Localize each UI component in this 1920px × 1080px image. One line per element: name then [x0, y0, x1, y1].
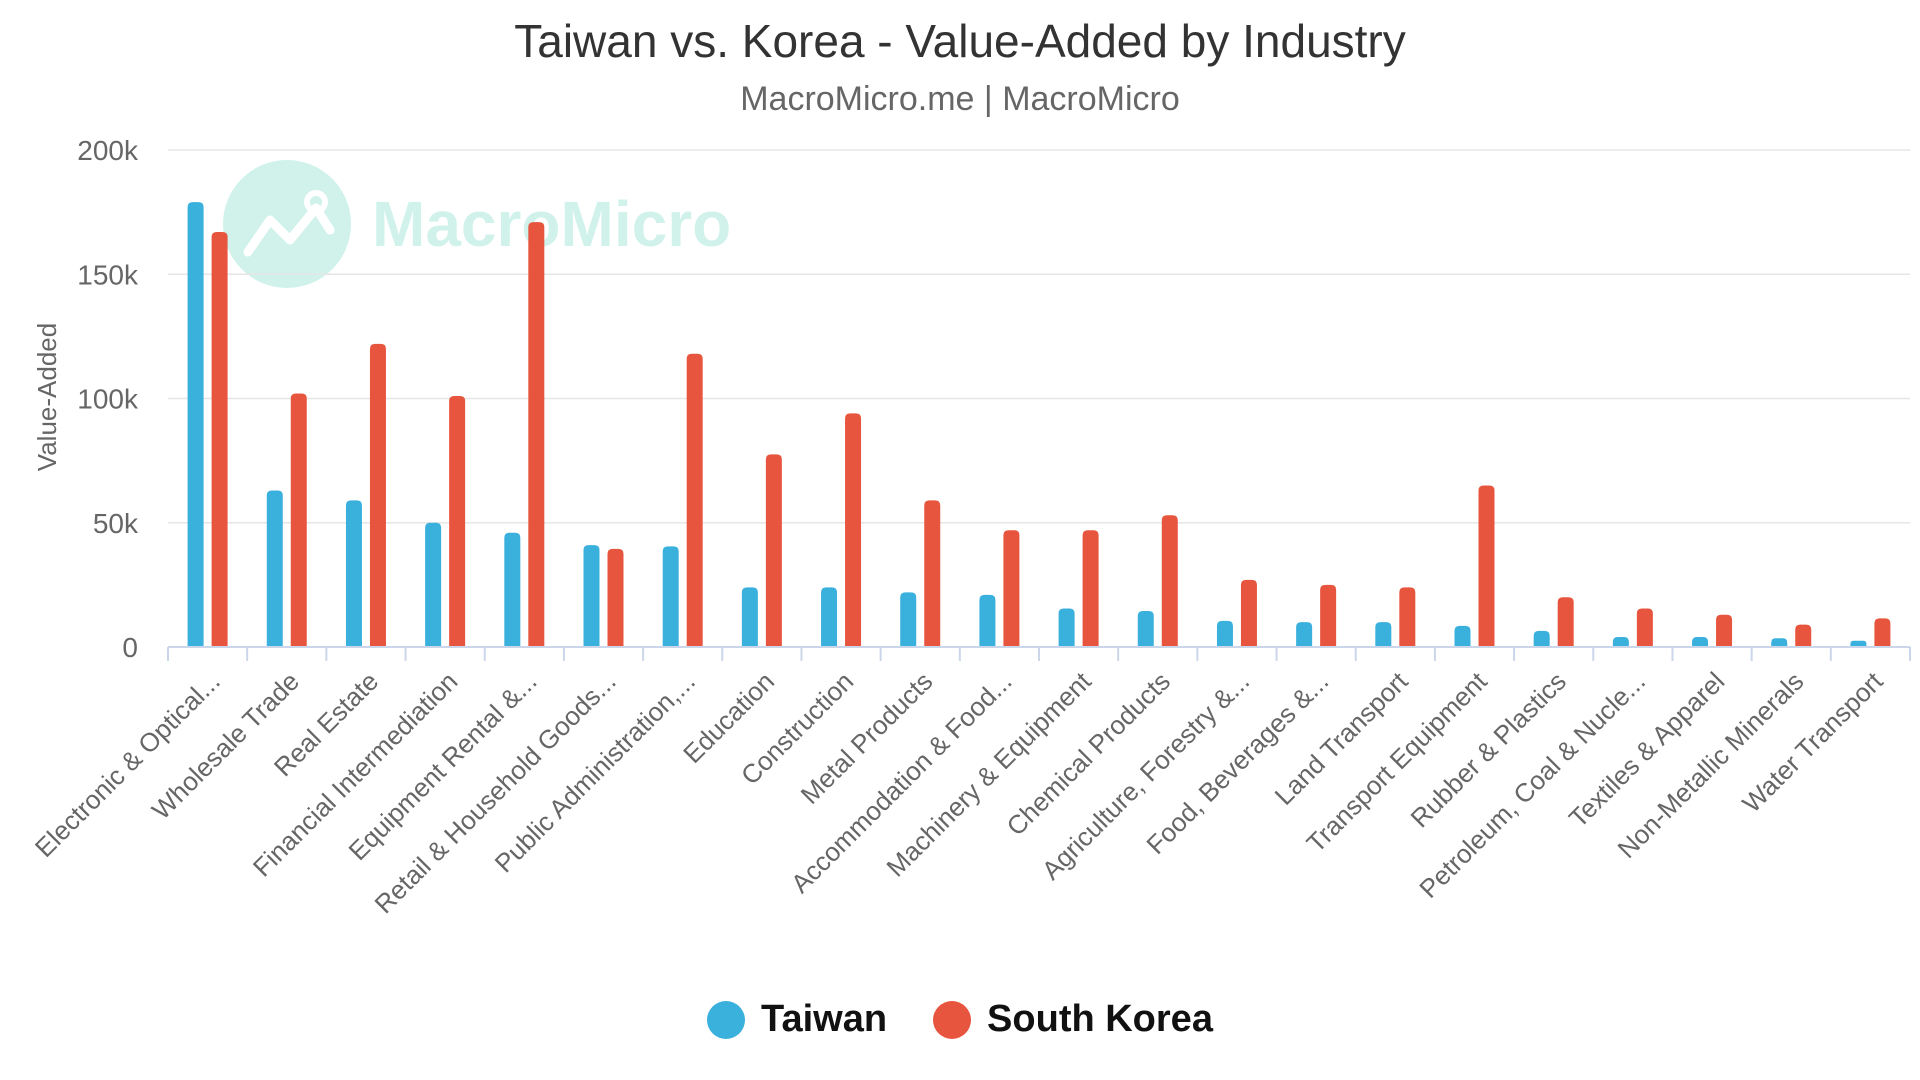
- bar-taiwan[interactable]: [662, 546, 679, 647]
- bar-taiwan[interactable]: [1612, 637, 1629, 647]
- bar-south-korea[interactable]: [1240, 579, 1257, 647]
- bar-south-korea[interactable]: [1320, 584, 1337, 647]
- bar-south-korea[interactable]: [607, 548, 624, 647]
- legend-item-south-korea[interactable]: South Korea: [933, 998, 1213, 1041]
- bar-taiwan[interactable]: [345, 500, 362, 647]
- y-tick-label: 50k: [93, 508, 139, 539]
- y-tick-label: 0: [122, 632, 138, 663]
- bar-taiwan[interactable]: [1692, 637, 1709, 647]
- watermark-dot-icon: [304, 190, 328, 214]
- bar-taiwan[interactable]: [1850, 640, 1867, 647]
- y-axis-title: Value-Added: [32, 323, 62, 471]
- bar-taiwan[interactable]: [1375, 622, 1392, 647]
- x-tick-label: Wholesale Trade: [146, 666, 305, 825]
- bar-south-korea[interactable]: [1082, 530, 1099, 647]
- bar-south-korea[interactable]: [1478, 485, 1495, 647]
- bar-south-korea[interactable]: [528, 222, 545, 647]
- bar-taiwan[interactable]: [425, 522, 442, 647]
- chart-subtitle: MacroMicro.me | MacroMicro: [740, 80, 1180, 118]
- bar-taiwan[interactable]: [1216, 620, 1233, 647]
- bar-south-korea[interactable]: [924, 500, 941, 647]
- bar-taiwan[interactable]: [741, 587, 758, 647]
- bar-taiwan[interactable]: [1771, 638, 1788, 647]
- bar-taiwan[interactable]: [583, 545, 600, 647]
- y-tick-label: 100k: [77, 384, 139, 415]
- bar-south-korea[interactable]: [686, 353, 703, 647]
- watermark-logo-circle: [223, 160, 351, 288]
- y-tick-label: 200k: [77, 135, 139, 166]
- bar-taiwan[interactable]: [1296, 622, 1313, 647]
- bar-south-korea[interactable]: [369, 343, 386, 647]
- chart-line-icon: [243, 203, 335, 257]
- legend: Taiwan South Korea: [0, 998, 1920, 1041]
- bar-south-korea[interactable]: [211, 232, 228, 647]
- bar-south-korea[interactable]: [1003, 530, 1020, 647]
- x-tick-label: Water Transport: [1736, 665, 1889, 818]
- x-tick-label: Land Transport: [1269, 665, 1414, 810]
- bar-south-korea[interactable]: [1874, 618, 1891, 647]
- bar-taiwan[interactable]: [1137, 610, 1154, 647]
- bar-south-korea[interactable]: [765, 454, 782, 647]
- watermark-text: MacroMicro: [372, 188, 731, 260]
- bar-south-korea[interactable]: [1161, 515, 1178, 647]
- bar-taiwan[interactable]: [979, 594, 996, 647]
- bar-south-korea[interactable]: [1795, 624, 1812, 647]
- legend-item-taiwan[interactable]: Taiwan: [707, 998, 887, 1041]
- bar-taiwan[interactable]: [1058, 608, 1075, 647]
- watermark-logo: MacroMicro: [223, 160, 731, 288]
- bar-south-korea[interactable]: [1716, 614, 1733, 647]
- bar-taiwan[interactable]: [1533, 630, 1550, 647]
- bar-taiwan[interactable]: [266, 490, 283, 647]
- legend-label: South Korea: [987, 998, 1213, 1040]
- bar-taiwan[interactable]: [821, 587, 838, 647]
- bar-taiwan[interactable]: [900, 592, 917, 647]
- bar-south-korea[interactable]: [1557, 597, 1574, 647]
- legend-label: Taiwan: [761, 998, 888, 1040]
- bar-taiwan[interactable]: [1454, 625, 1471, 647]
- bar-south-korea[interactable]: [845, 413, 862, 647]
- legend-swatch: [707, 1000, 746, 1039]
- bar-south-korea[interactable]: [1636, 608, 1653, 647]
- legend-swatch: [933, 1000, 972, 1039]
- bar-taiwan[interactable]: [504, 532, 521, 647]
- chart-title: Taiwan vs. Korea - Value-Added by Indust…: [514, 15, 1406, 67]
- bar-south-korea[interactable]: [290, 393, 307, 647]
- bar-south-korea[interactable]: [1399, 587, 1416, 647]
- bar-taiwan[interactable]: [187, 202, 204, 647]
- bar-south-korea[interactable]: [449, 396, 466, 647]
- y-tick-label: 150k: [77, 259, 139, 290]
